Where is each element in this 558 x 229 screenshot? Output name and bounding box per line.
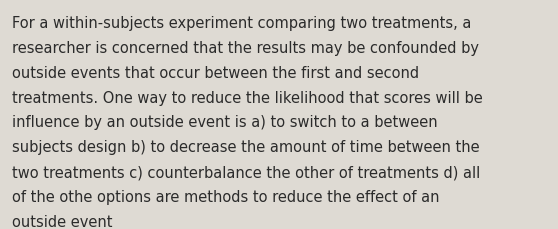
Text: influence by an outside event is a) to switch to a between: influence by an outside event is a) to s… <box>12 115 438 130</box>
Text: researcher is concerned that the results may be confounded by: researcher is concerned that the results… <box>12 41 479 56</box>
Text: outside event: outside event <box>12 214 113 229</box>
Text: outside events that occur between the first and second: outside events that occur between the fi… <box>12 65 420 80</box>
Text: For a within-subjects experiment comparing two treatments, a: For a within-subjects experiment compari… <box>12 16 472 31</box>
Text: two treatments c) counterbalance the other of treatments d) all: two treatments c) counterbalance the oth… <box>12 164 480 179</box>
Text: treatments. One way to reduce the likelihood that scores will be: treatments. One way to reduce the likeli… <box>12 90 483 105</box>
Text: subjects design b) to decrease the amount of time between the: subjects design b) to decrease the amoun… <box>12 140 480 155</box>
Text: of the othe options are methods to reduce the effect of an: of the othe options are methods to reduc… <box>12 189 440 204</box>
